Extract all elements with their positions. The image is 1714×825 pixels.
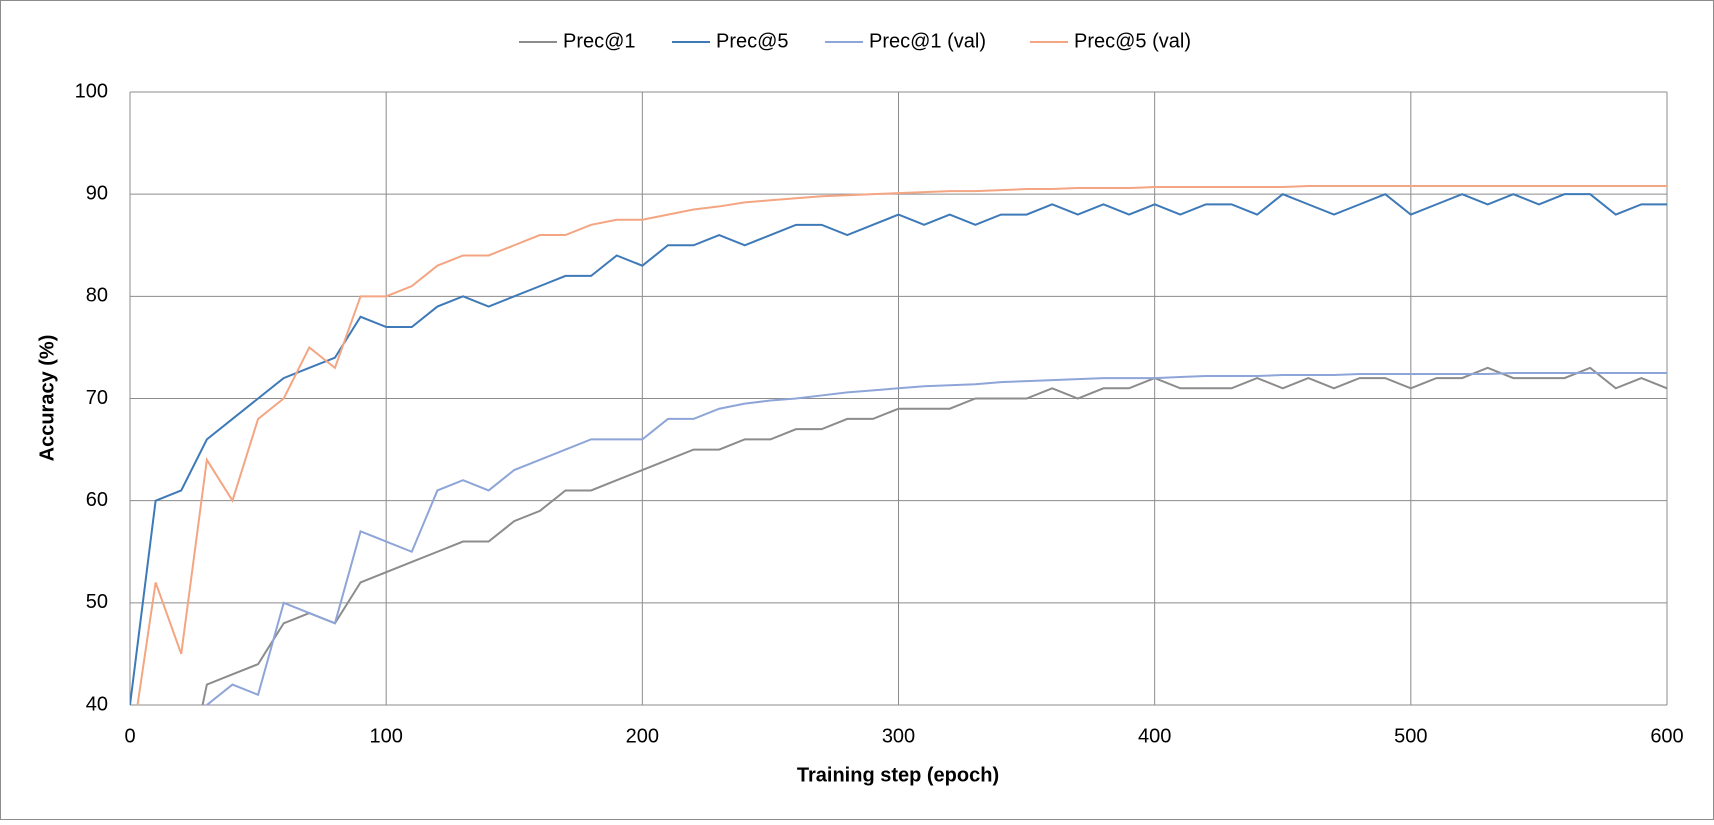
series-line — [130, 193, 1667, 705]
y-tick-label: 40 — [86, 693, 108, 715]
x-tick-label: 600 — [1650, 725, 1683, 747]
legend-label: Prec@1 (val) — [869, 30, 986, 52]
series-line — [205, 371, 1667, 705]
y-tick-label: 70 — [86, 387, 108, 409]
series-line — [201, 366, 1667, 705]
y-tick-label: 80 — [86, 285, 108, 307]
x-tick-label: 100 — [369, 725, 402, 747]
y-tick-label: 60 — [86, 489, 108, 511]
legend-label: Prec@5 — [716, 30, 789, 52]
x-tick-label: 0 — [124, 725, 135, 747]
y-tick-label: 90 — [86, 182, 108, 204]
x-tick-label: 200 — [626, 725, 659, 747]
y-tick-label: 100 — [75, 80, 108, 102]
x-tick-label: 400 — [1138, 725, 1171, 747]
legend-label: Prec@5 (val) — [1074, 30, 1191, 52]
x-tick-label: 500 — [1394, 725, 1427, 747]
y-axis-title: Accuracy (%) — [36, 335, 58, 462]
series-line — [136, 184, 1667, 705]
x-tick-label: 300 — [882, 725, 915, 747]
x-axis-title: Training step (epoch) — [797, 764, 999, 786]
y-tick-label: 50 — [86, 591, 108, 613]
legend-label: Prec@1 — [563, 30, 636, 52]
